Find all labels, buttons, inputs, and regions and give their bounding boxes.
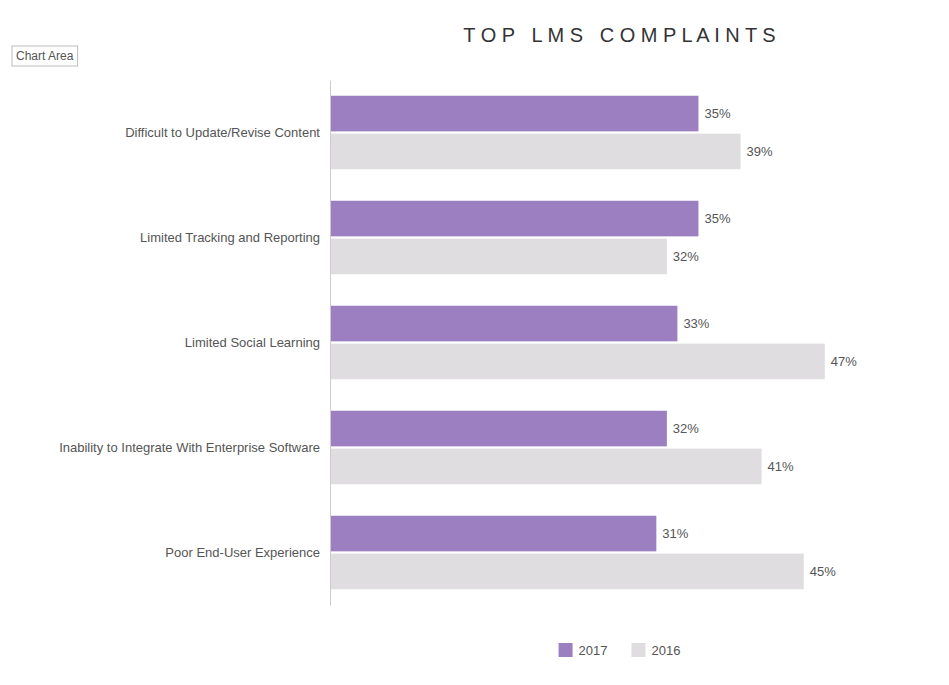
data-label: 41%: [768, 459, 794, 474]
data-label: 45%: [810, 564, 836, 579]
tick: Poor End-User Experience: [165, 545, 330, 560]
data-label: 32%: [673, 421, 699, 436]
data-label: 47%: [831, 354, 857, 369]
annotation: Chart Area: [12, 46, 78, 66]
legend: 2017 2016: [559, 643, 681, 658]
tick: Limited Social Learning: [185, 335, 330, 350]
bars: [330, 96, 825, 590]
tick-label: Difficult to Update/Revise Content: [125, 125, 320, 140]
data-label: 35%: [704, 211, 730, 226]
bar: [330, 96, 698, 132]
legend-label: 2016: [652, 643, 681, 658]
data-label: 32%: [673, 249, 699, 264]
legend-item: 2016: [632, 643, 681, 658]
title: T O P L M S C O M P L A I N T S: [463, 24, 775, 46]
bar: [330, 134, 741, 170]
tick: Limited Tracking and Reporting: [140, 230, 330, 245]
tick: Difficult to Update/Revise Content: [125, 125, 330, 140]
tick-label: Limited Tracking and Reporting: [140, 230, 320, 245]
legend-swatch: [632, 643, 646, 657]
legend-item: 2017: [559, 643, 608, 658]
y-axis: Poor End-User Experience Inability to Int…: [59, 81, 330, 606]
axis-line: [330, 81, 331, 606]
legend-swatch: [559, 643, 573, 657]
plot-area: Poor End-User Experience Inability to Int…: [59, 81, 857, 606]
bar: [330, 201, 698, 237]
tick-label: Limited Social Learning: [185, 335, 320, 350]
bar: [330, 516, 656, 552]
chart: Poor End-User Experience Inability to Int…: [0, 0, 949, 685]
bar: [330, 411, 667, 447]
data-label: 33%: [683, 316, 709, 331]
tick-label: Inability to Integrate With Enterprise S…: [59, 440, 320, 455]
annotation-box: [12, 46, 78, 66]
data-label: 31%: [662, 526, 688, 541]
tick: Inability to Integrate With Enterprise S…: [59, 440, 330, 455]
bar: [330, 344, 825, 380]
annotation-text: Chart Area: [16, 49, 74, 63]
bar: [330, 306, 677, 342]
legend-label: 2017: [579, 643, 608, 658]
tick-label: Poor End-User Experience: [165, 545, 320, 560]
data-label: 35%: [704, 106, 730, 121]
bar: [330, 239, 667, 275]
data-labels: 31% 32% 33% 35% 35% 45% 41% 47% 32% 39%: [662, 106, 857, 579]
bar: [330, 449, 762, 485]
data-label: 39%: [747, 144, 773, 159]
bar: [330, 554, 804, 590]
